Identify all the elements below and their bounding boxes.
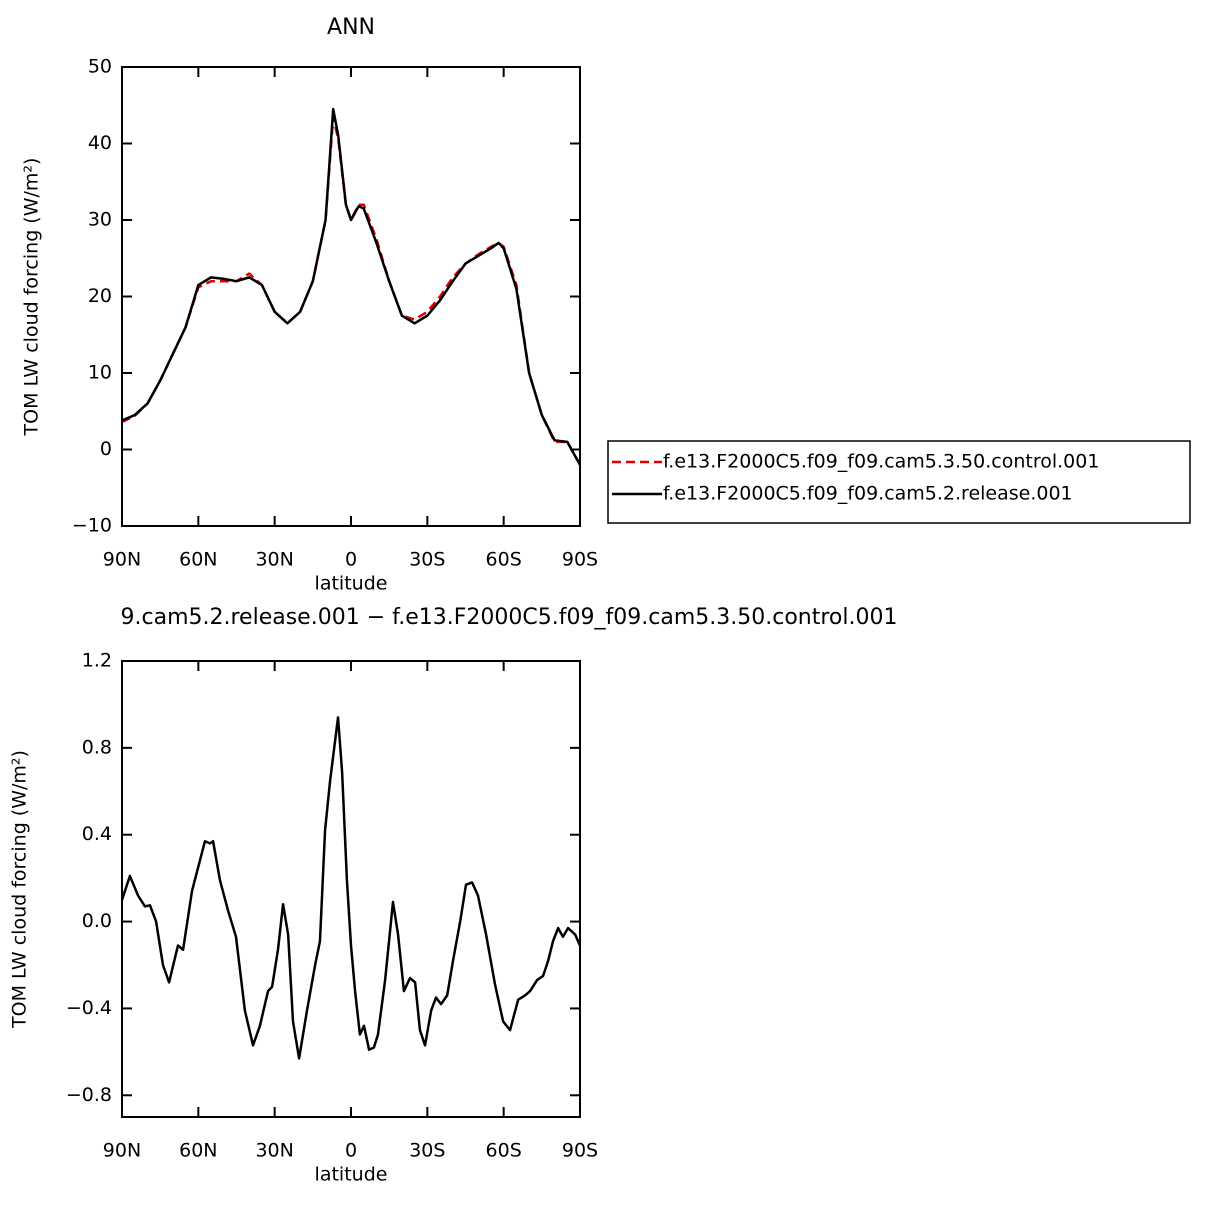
x-tick-label: 90N (103, 549, 141, 571)
x-tick-label: 30N (255, 549, 293, 571)
x-tick-label: 60N (179, 1140, 217, 1162)
legend-label: f.e13.F2000C5.f09_f09.cam5.2.release.001 (663, 483, 1073, 505)
x-axis-label: latitude (315, 1164, 388, 1186)
y-tick-label: 30 (88, 209, 112, 231)
x-axis-label: latitude (315, 573, 388, 595)
legend-label: f.e13.F2000C5.f09_f09.cam5.3.50.control.… (663, 451, 1099, 473)
x-tick-label: 0 (345, 1140, 357, 1162)
y-tick-label: 0.8 (82, 736, 112, 758)
y-tick-label: 40 (88, 132, 112, 154)
x-tick-label: 30N (255, 1140, 293, 1162)
x-tick-label: 30S (409, 549, 445, 571)
x-tick-label: 30S (409, 1140, 445, 1162)
plot-frame (121, 660, 581, 1118)
x-tick-label: 60S (486, 549, 522, 571)
y-tick-label: 0.4 (82, 823, 112, 845)
legend-box (607, 440, 1191, 524)
y-tick-label: −0.4 (66, 997, 112, 1019)
x-tick-label: 90N (103, 1140, 141, 1162)
y-tick-label: −10 (72, 515, 112, 537)
y-tick-label: 20 (88, 285, 112, 307)
y-tick-label: −0.8 (66, 1084, 112, 1106)
data-line (121, 107, 582, 466)
data-line (120, 716, 582, 1060)
x-tick-label: 60S (486, 1140, 522, 1162)
x-tick-label: 90S (562, 549, 598, 571)
x-tick-label: 0 (345, 549, 357, 571)
x-tick-label: 90S (562, 1140, 598, 1162)
data-line (121, 115, 582, 466)
y-axis-label: TOM LW cloud forcing (W/m²) (21, 158, 43, 437)
plot-frame (121, 66, 581, 527)
legend: f.e13.F2000C5.f09_f09.cam5.3.50.control.… (607, 440, 1191, 524)
x-tick-label: 60N (179, 549, 217, 571)
y-tick-label: 10 (88, 362, 112, 384)
y-tick-label: 0.0 (82, 910, 112, 932)
y-tick-label: 1.2 (82, 650, 112, 672)
chart-title: ANN (327, 15, 375, 40)
y-axis-label: TOM LW cloud forcing (W/m²) (9, 750, 31, 1029)
chart-title: 9.cam5.2.release.001 − f.e13.F2000C5.f09… (121, 605, 898, 630)
y-tick-label: 50 (88, 56, 112, 78)
y-tick-label: 0 (100, 438, 112, 460)
